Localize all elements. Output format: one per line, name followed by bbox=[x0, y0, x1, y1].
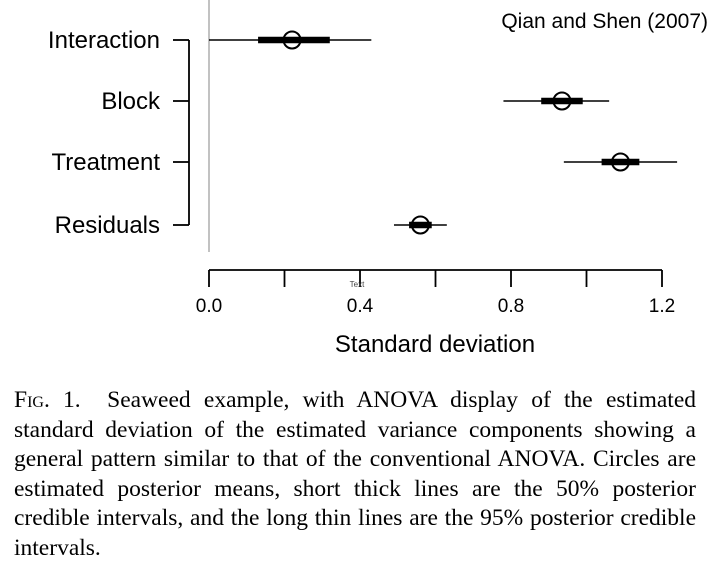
posterior-mean-circle bbox=[610, 152, 630, 172]
y-tick-label: Residuals bbox=[55, 212, 160, 239]
posterior-mean-circle bbox=[552, 91, 572, 111]
interval-interaction bbox=[209, 30, 372, 50]
y-axis bbox=[173, 39, 190, 226]
source-annotation: Qian and Shen (2007) bbox=[501, 10, 708, 33]
interval-treatment bbox=[563, 152, 678, 172]
interval-block bbox=[503, 91, 610, 111]
interval-marks bbox=[209, 30, 678, 235]
y-axis-labels: Interaction Block Treatment Residuals bbox=[48, 27, 161, 239]
x-tick-label: 0.0 bbox=[196, 296, 222, 317]
y-tick-label: Interaction bbox=[48, 27, 160, 54]
caption-text: Seaweed example, with ANOVA display of t… bbox=[14, 387, 696, 561]
x-tick-label: 1.2 bbox=[649, 296, 675, 317]
stray-text-label: Text bbox=[350, 280, 365, 289]
y-tick-label: Treatment bbox=[52, 149, 161, 176]
figure-caption: Fig. 1. Seaweed example, with ANOVA disp… bbox=[14, 386, 696, 563]
x-tick-label: 0.4 bbox=[347, 296, 374, 317]
caption-label: Fig. 1. bbox=[14, 387, 81, 413]
posterior-mean-circle bbox=[282, 30, 302, 50]
y-tick-label: Block bbox=[101, 88, 161, 115]
x-axis: 0.0 0.4 0.8 1.2 bbox=[196, 269, 675, 317]
interval-residuals bbox=[393, 215, 447, 235]
posterior-mean-circle bbox=[410, 215, 430, 235]
x-tick-label: 0.8 bbox=[498, 296, 524, 317]
anova-figure: Qian and Shen (2007) Interaction Block Tre… bbox=[48, 0, 708, 358]
x-axis-title: Standard deviation bbox=[335, 331, 535, 358]
